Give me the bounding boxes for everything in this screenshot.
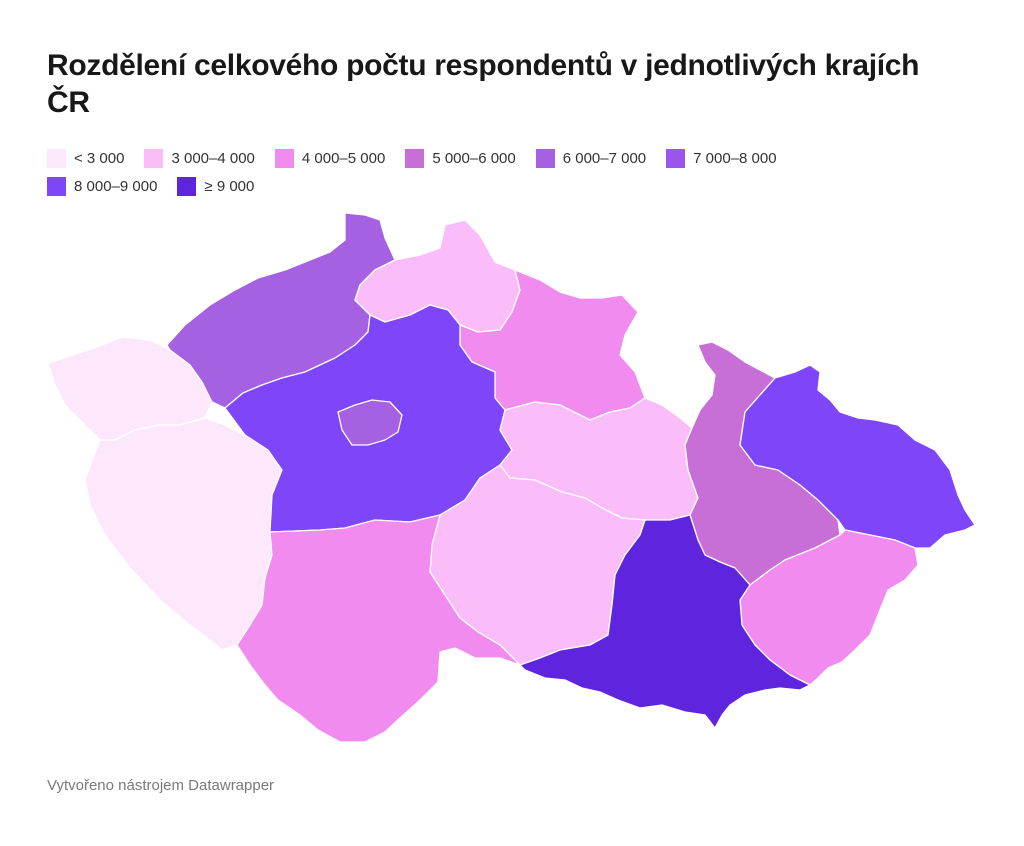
legend-label: < 3 000: [74, 149, 125, 167]
legend-item: 4 000–5 000: [274, 148, 386, 168]
legend-label: 6 000–7 000: [562, 149, 647, 167]
region-moravskoslezsky[interactable]: [739, 364, 976, 549]
legend-swatch: [405, 148, 425, 168]
legend-swatch: [535, 148, 555, 168]
czech-regions-map: [47, 212, 976, 743]
legend-row: < 3 000 3 000–4 000 4 000–5 000 5 000–6 …: [47, 144, 947, 172]
region-jihocesky[interactable]: [236, 514, 521, 743]
legend-label: 7 000–8 000: [693, 149, 777, 167]
region-jihomoravsky[interactable]: [519, 514, 811, 729]
legend-row: 8 000–9 000 ≥ 9 000: [47, 172, 947, 200]
legend-swatch: [144, 148, 164, 168]
legend-item: 7 000–8 000: [666, 148, 777, 168]
region-praha[interactable]: [337, 399, 403, 446]
legend-label: 3 000–4 000: [171, 149, 255, 167]
legend-item: 8 000–9 000: [47, 176, 158, 196]
legend-item: 3 000–4 000: [144, 148, 255, 168]
legend-label: ≥ 9 000: [204, 177, 255, 195]
legend-item: 5 000–6 000: [405, 148, 516, 168]
legend-label: 4 000–5 000: [301, 149, 386, 167]
legend-label: 5 000–6 000: [432, 149, 516, 167]
legend: < 3 000 3 000–4 000 4 000–5 000 5 000–6 …: [47, 144, 947, 200]
chart-title: Rozdělení celkového počtu respondentů v …: [47, 49, 920, 119]
region-plzensky[interactable]: [84, 417, 283, 651]
legend-item: 6 000–7 000: [535, 148, 647, 168]
legend-label: 8 000–9 000: [74, 177, 158, 195]
legend-swatch: [274, 148, 294, 168]
legend-item: ≥ 9 000: [177, 176, 255, 196]
credit-footer: Vytvořeno nástrojem Datawrapper: [47, 777, 275, 794]
legend-swatch: [47, 176, 66, 196]
legend-swatch: [47, 148, 66, 168]
legend-item: < 3 000: [47, 148, 125, 168]
legend-swatch: [666, 148, 686, 168]
legend-swatch: [177, 176, 197, 196]
